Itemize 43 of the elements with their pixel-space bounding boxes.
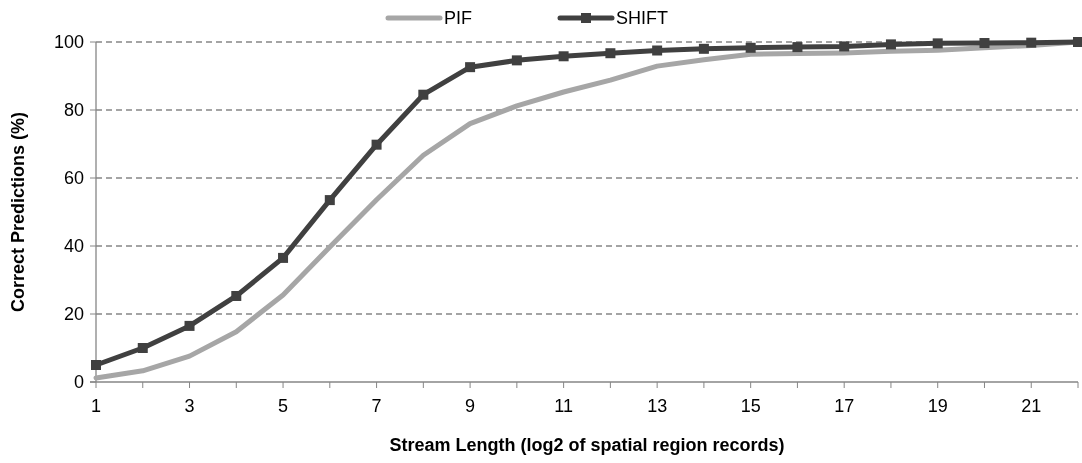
- x-tick-label: 13: [647, 396, 668, 416]
- point: [511, 55, 522, 66]
- y-axis-title: Correct Predictions (%): [8, 111, 28, 313]
- x-tick-label: 1: [90, 396, 102, 416]
- point: [371, 139, 382, 150]
- x-tick-label: 5: [278, 396, 289, 416]
- point: [652, 45, 663, 56]
- point: [324, 195, 335, 206]
- y-tick-label: 100: [53, 32, 84, 53]
- point: [278, 252, 289, 263]
- y-tick-label: 60: [63, 168, 84, 189]
- x-tick-label: 17: [834, 396, 855, 416]
- x-tick-label: 19: [927, 396, 948, 416]
- y-tick-label: 40: [63, 236, 84, 257]
- point: [418, 89, 429, 100]
- point: [745, 42, 756, 53]
- legend-label: SHIFT: [616, 8, 668, 29]
- x-tick-label: 9: [465, 396, 476, 416]
- point: [839, 41, 850, 52]
- point: [792, 42, 803, 53]
- point: [885, 39, 896, 50]
- y-tick-label: 0: [73, 372, 84, 393]
- legend-label: PIF: [444, 8, 473, 29]
- y-tick-label: 80: [63, 100, 84, 121]
- point: [698, 43, 709, 54]
- point: [1026, 37, 1037, 48]
- point: [605, 48, 616, 59]
- point: [932, 38, 943, 49]
- point: [979, 38, 990, 49]
- point: [465, 62, 476, 73]
- x-tick-label: 11: [554, 396, 573, 416]
- point: [231, 290, 242, 301]
- y-tick-label: 20: [63, 304, 84, 325]
- x-axis-title: Stream Length (log2 of spatial region records): [389, 435, 785, 455]
- x-tick-label: 3: [184, 396, 195, 416]
- point: [184, 320, 195, 331]
- x-tick-label: 21: [1021, 396, 1042, 416]
- point: [137, 343, 148, 353]
- point: [1073, 37, 1082, 47]
- x-tick-label: 7: [371, 396, 382, 416]
- point: [91, 360, 101, 370]
- x-tick-label: 15: [740, 396, 761, 416]
- point: [558, 51, 569, 62]
